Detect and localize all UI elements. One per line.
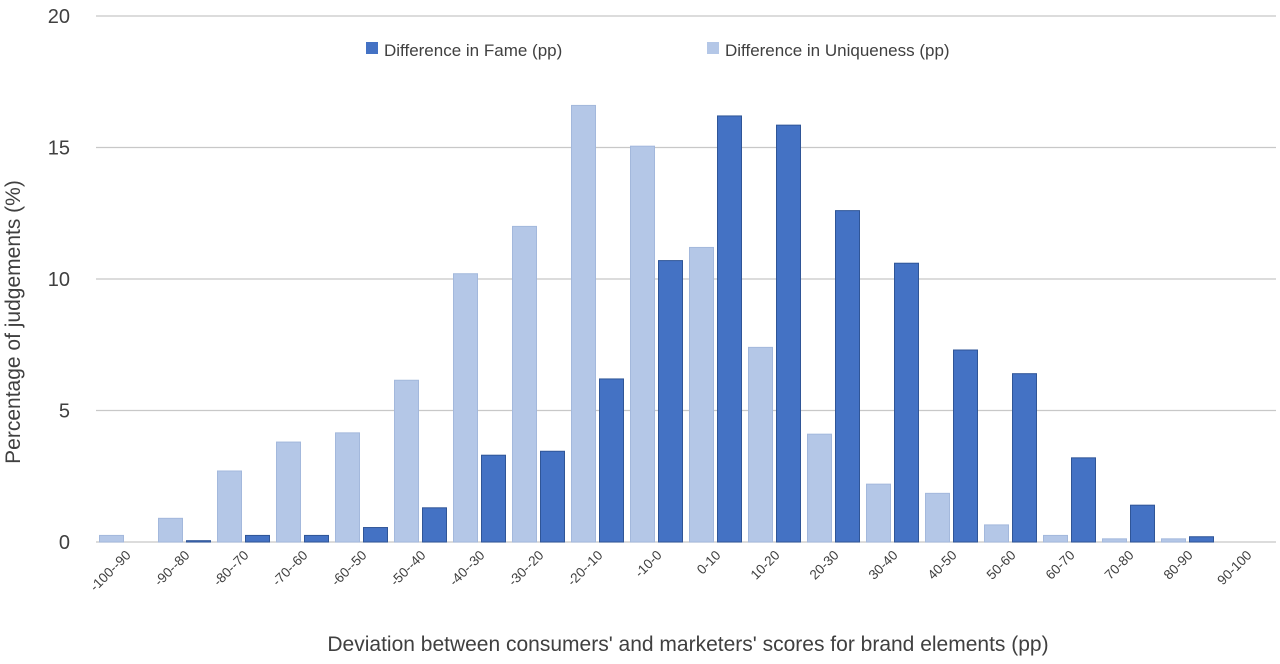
legend-swatch-fame [366,42,378,54]
x-tick-label: -20--10 [564,548,605,589]
bar-uniqueness [512,225,537,543]
x-tick-label: 40-50 [925,548,960,583]
x-tick-label: 10-20 [748,548,783,583]
bar-fame [717,115,742,543]
x-tick-label: -60--50 [328,548,369,589]
y-tick-label: 10 [48,269,70,291]
x-axis-title: Deviation between consumers' and markete… [327,633,1048,656]
y-tick-label: 20 [48,6,70,28]
bar-uniqueness [689,246,714,543]
bar-fame [658,260,683,543]
bar-uniqueness [571,104,596,543]
y-tick-label: 0 [59,532,70,554]
y-tick-label: 15 [48,138,70,160]
bar-fame [1071,457,1096,543]
bar-fame [481,454,506,543]
bar-uniqueness [984,524,1009,543]
bar-uniqueness [1102,538,1127,543]
bar-uniqueness [158,517,183,543]
bar-fame [599,378,624,543]
bar-uniqueness [630,145,655,543]
bar-fame [894,262,919,543]
bar-fame [540,450,565,543]
x-tick-label: 0-10 [694,548,724,578]
bar-uniqueness [394,379,419,543]
bar-uniqueness [925,492,950,543]
bar-uniqueness [866,483,891,543]
bars [99,104,1214,543]
y-axis-ticks: 0 5 10 15 20 [48,6,70,554]
y-tick-label: 5 [59,401,70,423]
legend-label-fame: Difference in Fame (pp) [384,41,562,60]
legend-label-uniqueness: Difference in Uniqueness (pp) [725,41,950,60]
x-tick-label: -10-0 [632,548,665,581]
bar-fame [1012,373,1037,543]
legend-swatch-uniqueness [707,42,719,54]
x-tick-label: 50-60 [984,548,1019,583]
bar-uniqueness [335,432,360,543]
bar-fame [186,540,211,543]
x-tick-label: 60-70 [1043,548,1078,583]
x-tick-label: -70--60 [269,548,310,589]
bar-fame [953,349,978,543]
x-tick-label: -90--80 [151,548,192,589]
x-tick-label: -40--30 [446,548,487,589]
bar-uniqueness [807,433,832,543]
bar-fame [1189,536,1214,543]
bar-fame [422,507,447,543]
bar-uniqueness [1043,534,1068,543]
x-tick-label: 20-30 [807,548,842,583]
bar-uniqueness [276,441,301,543]
x-tick-label: 90-100 [1214,548,1254,588]
bar-uniqueness [453,273,478,543]
bar-fame [776,124,801,543]
x-tick-label: 70-80 [1102,548,1137,583]
bar-fame [835,210,860,543]
bar-fame [304,534,329,543]
x-tick-label: -30--20 [505,548,546,589]
x-tick-label: -100--90 [87,548,134,595]
gridlines [96,15,1276,543]
x-tick-label: 30-40 [866,548,901,583]
bar-uniqueness [748,346,773,543]
bar-uniqueness [99,534,124,543]
bar-fame [1130,504,1155,543]
x-tick-label: -50--40 [387,548,428,589]
x-tick-label: 80-90 [1161,548,1196,583]
bar-fame [363,527,388,543]
x-axis-ticks: -100--90 -90--80 -80--70 -70--60 -60--50 -50-… [87,548,1255,595]
y-axis-title: Percentage of judgements (%) [2,180,25,464]
bar-uniqueness [217,470,242,543]
x-tick-label: -80--70 [210,548,251,589]
legend: Difference in Fame (pp) Difference in Un… [366,41,950,60]
bar-fame [245,534,270,543]
bar-uniqueness [1161,538,1186,543]
